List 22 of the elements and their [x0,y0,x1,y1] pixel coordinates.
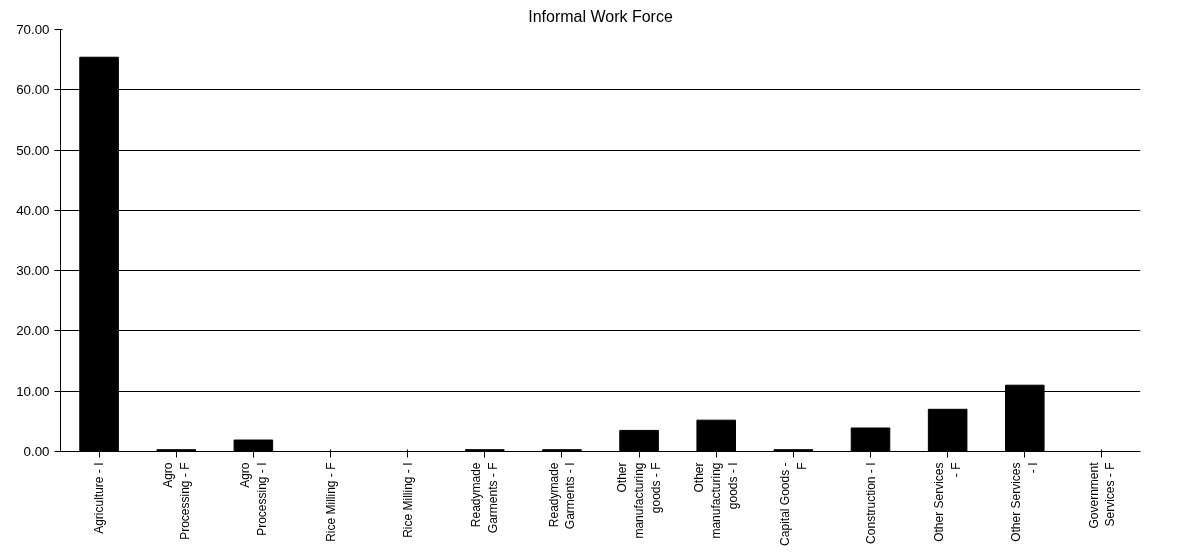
y-tick-label: 20.00 [16,323,50,339]
x-tick-label: Rice Milling - I [400,462,415,538]
x-tick-label: Readymade Garments - F [469,462,501,534]
y-tick-label: 60.00 [16,82,50,98]
chart-title: Informal Work Force [528,7,673,25]
x-tick-label: Capital Goods - F [777,462,809,546]
y-tick-label: 40.00 [16,202,50,218]
x-tick-label: Government Services - F [1086,461,1118,529]
x-tick-label: Rice Milling - F [323,462,338,542]
x-tick-label: Construction - I [863,462,878,544]
x-tick-label: Agro Processing - I [237,462,269,536]
x-tick-label: Readymade Garments - I [546,462,578,530]
y-tick-label: 0.00 [23,444,50,459]
y-tick-label: 70.00 [16,22,50,37]
x-tick-label: Other manufacturing goods - F [615,462,663,539]
x-tick-label: Other Services - I [1009,462,1041,542]
x-tick-label: Other Services - F [932,462,964,542]
x-tick-label: Agro Processing - F [160,462,192,540]
y-tick-label: 50.00 [16,142,50,158]
y-tick-label: 10.00 [16,383,50,399]
x-tick-label: Agriculture - I [92,462,107,534]
y-tick-label: 30.00 [16,263,50,279]
